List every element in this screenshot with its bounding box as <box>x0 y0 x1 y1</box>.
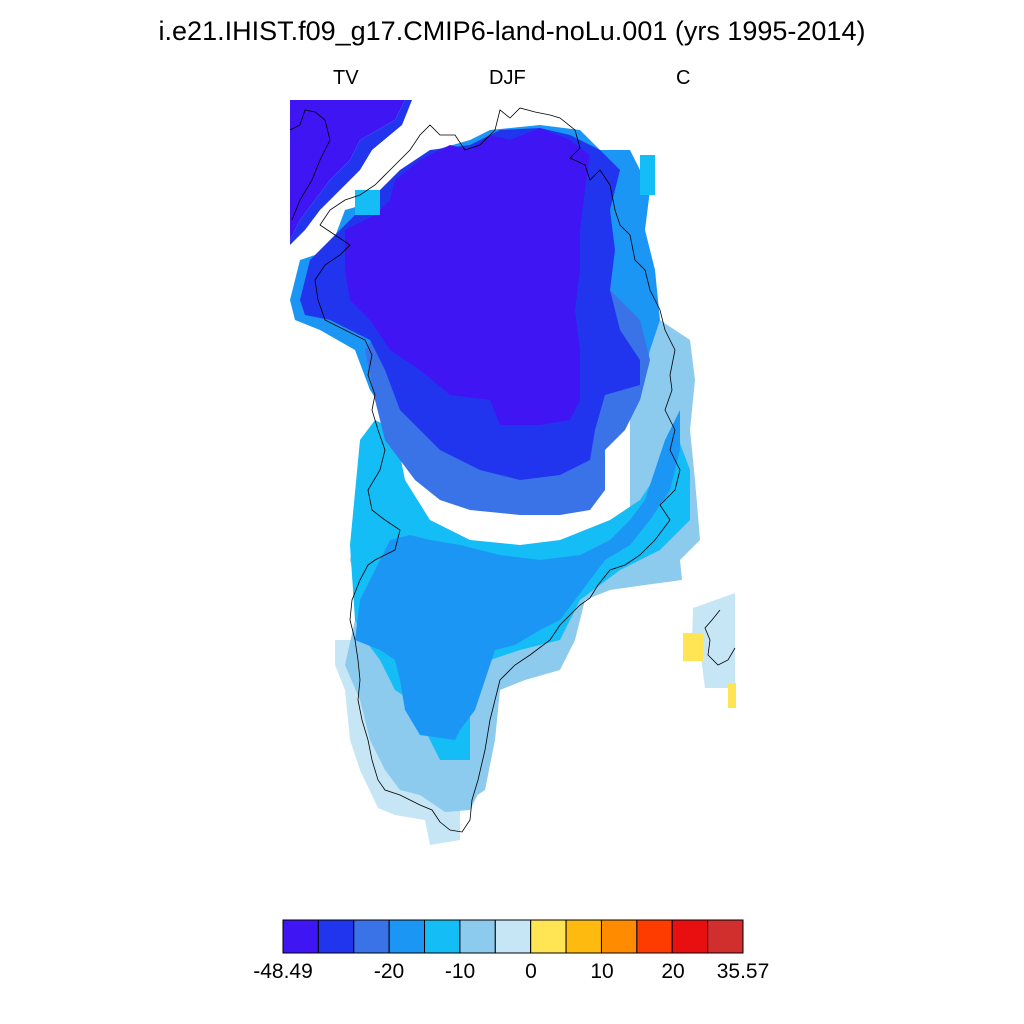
colorbar-swatch <box>424 919 461 954</box>
coastline-greenland <box>314 107 681 833</box>
colorbar-swatch <box>459 919 496 954</box>
colorbar-tick-label: 10 <box>590 960 614 983</box>
coastline-iceland <box>704 609 736 666</box>
colorbar-swatch <box>388 919 426 954</box>
colorbar-swatch <box>600 919 638 954</box>
colorbar-tick-label: -48.49 <box>253 960 313 983</box>
colorbar-swatch <box>636 919 673 954</box>
colorbar-swatch <box>494 919 532 954</box>
colorbar-swatch <box>317 919 355 954</box>
colorbar-swatch <box>707 919 744 954</box>
subtitle-variable: TV <box>333 67 359 89</box>
field-iceland-warm <box>728 683 736 708</box>
field-iceland-warm <box>683 633 703 661</box>
colorbar <box>282 919 744 954</box>
colorbar-tick-label: 20 <box>661 960 685 983</box>
colorbar-swatch <box>565 919 602 954</box>
colorbar-swatch <box>671 919 709 954</box>
colorbar-swatch <box>530 919 567 954</box>
plot-title: i.e21.IHIST.f09_g17.CMIP6-land-noLu.001 … <box>158 16 866 46</box>
coastline <box>289 107 736 833</box>
field-nw-island <box>290 100 405 240</box>
temperature-field <box>290 100 736 845</box>
colorbar-tick-label: 35.57 <box>716 960 770 983</box>
colorbar-tick-label: 0 <box>525 960 537 983</box>
field-band-light-mid <box>355 410 680 740</box>
subtitle-units: C <box>676 67 691 89</box>
colorbar-tick-label: -10 <box>444 960 476 983</box>
field-fleck <box>355 190 380 215</box>
field-band-pale-east <box>460 320 700 800</box>
colorbar-swatch <box>282 919 319 954</box>
field-fleck <box>640 155 655 195</box>
field-iceland <box>692 593 735 688</box>
field-band-violet <box>345 128 590 425</box>
field-nw-island-edge <box>290 100 412 245</box>
colorbar-tick-label: -20 <box>373 960 405 983</box>
coastline-ellesmere <box>289 109 331 221</box>
colorbar-swatch <box>353 919 390 954</box>
subtitle-season: DJF <box>489 67 526 89</box>
